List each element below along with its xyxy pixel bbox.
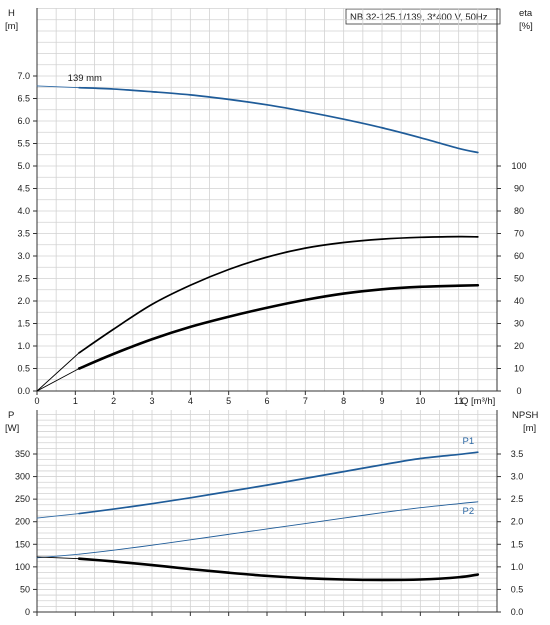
p-tick-label: 350	[15, 449, 30, 459]
eta-tick-label: 20	[514, 341, 524, 351]
q-tick-label: 1	[73, 396, 78, 406]
npsh-tick-label: 3.0	[511, 472, 524, 482]
npsh-tick-label: 1.0	[511, 562, 524, 572]
eta-tick-label: 40	[514, 296, 524, 306]
npsh-tick-label: 0.0	[511, 607, 524, 617]
series-line-P1_ext	[36, 513, 80, 519]
q-axis-label: Q [m³/h]	[461, 396, 495, 407]
chart-title: NB 32-125.1/139, 3*400 V, 50Hz	[350, 12, 488, 23]
h-axis-unit: [m]	[5, 21, 18, 32]
q-tick-label: 9	[379, 396, 384, 406]
p-tick-label: 300	[15, 472, 30, 482]
impeller-diameter-annotation: 139 mm	[68, 73, 102, 84]
q-tick-label: 11	[454, 396, 463, 406]
series-line-H	[78, 86, 479, 154]
npsh-tick-label: 0.5	[511, 584, 524, 594]
h-tick-label: 0.5	[17, 364, 30, 374]
series-line-P1	[78, 451, 479, 515]
eta-tick-label: 90	[514, 184, 524, 194]
p-axis-label: P	[8, 410, 14, 421]
title-box: NB 32-125.1/139, 3*400 V, 50Hz	[345, 8, 501, 25]
top-plot-annotations: 139 mm	[68, 73, 102, 84]
h-tick-label: 5.0	[17, 161, 30, 171]
bottom-plot-grid	[36, 410, 498, 613]
h-tick-label: 1.0	[17, 341, 30, 351]
q-tick-label: 10	[415, 396, 425, 406]
top-plot-series	[36, 85, 480, 392]
q-tick-label: 0	[34, 396, 39, 406]
eta-tick-label: 70	[514, 229, 524, 239]
h-tick-label: 0.0	[17, 386, 30, 396]
h-tick-label: 1.5	[17, 319, 30, 329]
eta-tick-label: 80	[514, 206, 524, 216]
h-tick-label: 5.5	[17, 139, 30, 149]
npsh-axis-unit: [m]	[523, 423, 536, 434]
series-line-eta_ext	[36, 352, 80, 392]
series-line-eta_b_ext	[36, 368, 80, 392]
top-plot-grid	[36, 8, 498, 392]
eta-tick-label: 0	[516, 386, 521, 396]
npsh-tick-label: 3.5	[511, 449, 524, 459]
h-tick-label: 2.5	[17, 274, 30, 284]
h-tick-label: 3.5	[17, 229, 30, 239]
h-tick-label: 4.0	[17, 206, 30, 216]
q-tick-label: 7	[303, 396, 308, 406]
h-tick-label: 2.0	[17, 296, 30, 306]
bottom-plot-axes: 0 50 100 150 200 250 300 350 0.0 0.5 1.0 1.5 2.0 2.5 3…	[15, 410, 523, 617]
series-label-p2: P2	[463, 506, 475, 517]
q-tick-label: 3	[149, 396, 154, 406]
npsh-tick-label: 1.5	[511, 539, 524, 549]
series-line-NPSH	[77, 557, 480, 582]
bottom-plot-series	[36, 451, 480, 582]
npsh-axis-label: NPSH	[512, 410, 539, 421]
q-tick-label: 2	[111, 396, 116, 406]
eta-tick-label: 10	[514, 364, 524, 374]
npsh-tick-label: 2.5	[511, 494, 524, 504]
series-line-eta	[78, 235, 479, 354]
series-line-eta_b	[77, 283, 480, 370]
p-tick-label: 50	[20, 584, 30, 594]
q-tick-label: 4	[188, 396, 193, 406]
series-label-p1: P1	[463, 436, 475, 447]
npsh-tick-label: 2.0	[511, 517, 524, 527]
series-line-H_ext	[36, 85, 80, 89]
eta-axis-unit: [%]	[519, 21, 533, 32]
p-tick-label: 250	[15, 494, 30, 504]
q-tick-label: 8	[341, 396, 346, 406]
series-line-NPSH_ext	[36, 556, 80, 560]
h-tick-label: 6.0	[17, 116, 30, 126]
top-plot-axes: 0.0 0.5 1.0 1.5 2.0 2.5 3.0 3.5 4.0 4.5 5.0 5.5 6.0 6…	[17, 8, 527, 406]
h-axis-label: H	[8, 8, 15, 19]
eta-axis-label: eta	[519, 8, 533, 19]
h-tick-label: 7.0	[17, 71, 30, 81]
eta-tick-label: 100	[511, 161, 526, 171]
series-line-P2_ext	[36, 553, 80, 559]
eta-tick-label: 30	[514, 319, 524, 329]
h-tick-label: 3.0	[17, 251, 30, 261]
eta-tick-label: 50	[514, 274, 524, 284]
bottom-plot-annotations: P1 P2	[463, 436, 475, 517]
p-tick-label: 100	[15, 562, 30, 572]
h-tick-label: 4.5	[17, 184, 30, 194]
series-line-P2	[78, 501, 479, 555]
p-tick-label: 150	[15, 539, 30, 549]
p-tick-label: 0	[25, 607, 30, 617]
q-tick-label: 6	[264, 396, 269, 406]
p-tick-label: 200	[15, 517, 30, 527]
q-tick-label: 5	[226, 396, 231, 406]
h-tick-label: 6.5	[17, 94, 30, 104]
p-axis-unit: [W]	[5, 423, 19, 434]
eta-tick-label: 60	[514, 251, 524, 261]
